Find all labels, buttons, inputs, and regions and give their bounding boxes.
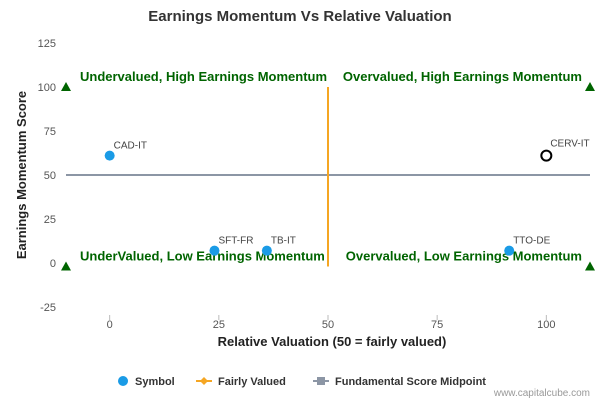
y-tick-label: 100: [38, 82, 56, 94]
chart-title: Earnings Momentum Vs Relative Valuation: [148, 8, 451, 25]
y-tick-label: 75: [44, 126, 56, 138]
data-points: CAD-IT SFT-FR TB-IT TTO-DE CERV-IT: [104, 139, 590, 256]
y-tick-label: 125: [38, 38, 56, 50]
legend-symbol-label: Symbol: [135, 376, 175, 388]
data-point[interactable]: [209, 245, 220, 256]
y-tick-label: 25: [44, 214, 56, 226]
x-axis-title: Relative Valuation (50 = fairly valued): [218, 334, 447, 349]
quadrant-corner-marker: [61, 261, 71, 271]
y-tick-label: 0: [50, 258, 56, 270]
quadrant-label-top-right: Overvalued, High Earnings Momentum: [343, 69, 582, 84]
data-point[interactable]: [261, 245, 272, 256]
quadrant-corner-marker: [585, 261, 595, 271]
y-axis-title: Earnings Momentum Score: [14, 91, 29, 259]
quadrant-corner-marker: [61, 82, 71, 91]
x-tick-label: 75: [431, 319, 443, 331]
x-tick-label: 25: [213, 319, 225, 331]
quadrant-labels: Undervalued, High Earnings Momentum Overv…: [80, 69, 582, 264]
quadrant-label-bottom-left: UnderValued, Low Earnings Momentum: [80, 249, 325, 264]
legend-midpoint-label: Fundamental Score Midpoint: [335, 376, 486, 388]
data-point[interactable]: [104, 150, 115, 161]
x-tick-label: 0: [107, 319, 113, 331]
x-tick-label: 50: [322, 319, 334, 331]
legend: Symbol Fairly Valued Fundamental Score M…: [118, 376, 486, 388]
data-point[interactable]: [504, 245, 515, 256]
quadrant-corner-marker: [585, 82, 595, 91]
quadrant-markers: [61, 82, 595, 271]
data-point-label: TTO-DE: [513, 236, 550, 247]
x-axis-ticks: 0 25 50 75 100: [107, 315, 556, 331]
legend-midpoint-marker: [317, 377, 325, 385]
data-point-label: CAD-IT: [114, 141, 147, 152]
y-tick-label: -25: [40, 302, 56, 314]
x-tick-label: 100: [537, 319, 555, 331]
legend-symbol-marker: [118, 376, 128, 386]
credit-text: www.capitalcube.com: [493, 388, 590, 399]
data-point-label: SFT-FR: [218, 236, 253, 247]
data-point-label: TB-IT: [271, 236, 296, 247]
quadrant-label-bottom-right: Overvalued, Low Earnings Momentum: [346, 249, 582, 264]
highlighted-data-point-label: CERV-IT: [550, 139, 589, 150]
legend-fairly-valued-marker: [200, 377, 208, 385]
highlighted-data-point[interactable]: [540, 149, 553, 162]
y-axis-ticks: -25 0 25 50 75 100 125: [38, 38, 56, 314]
reference-lines: [66, 87, 590, 267]
y-tick-label: 50: [44, 170, 56, 182]
legend-fairly-valued-label: Fairly Valued: [218, 376, 286, 388]
quadrant-label-top-left: Undervalued, High Earnings Momentum: [80, 69, 327, 84]
